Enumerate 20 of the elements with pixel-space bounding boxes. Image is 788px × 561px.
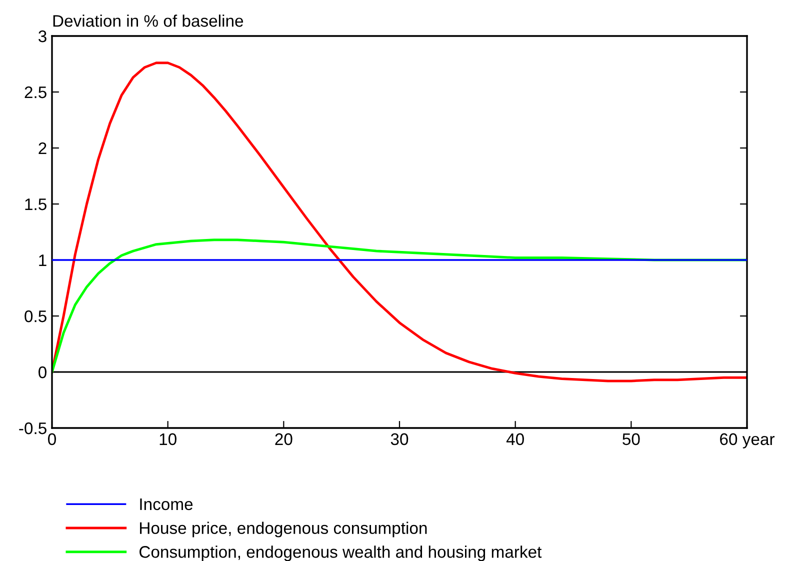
line-series <box>52 62 747 382</box>
legend-label: Income <box>140 498 193 510</box>
x-tick-label: 20 <box>275 433 292 446</box>
y-tick-label: 1 <box>39 254 46 266</box>
legend-label: House price, endogenous consumption <box>140 522 427 538</box>
x-tick-label: 30 <box>390 433 408 446</box>
x-tick-label: 40 <box>506 433 524 446</box>
x-tick-label: 10 <box>160 433 176 446</box>
y-tick-label: 0.5 <box>24 310 46 322</box>
y-tick-label: 3 <box>38 30 46 42</box>
y-tick-label: 2 <box>38 142 46 154</box>
y-tick-label: 0 <box>38 366 46 378</box>
x-tick-label: 0 <box>48 433 56 446</box>
x-tick-label: 60 year <box>720 433 775 448</box>
y-tick-label: -0.5 <box>19 422 46 434</box>
y-tick-label: 1.5 <box>25 198 46 210</box>
y-tick-label: 2.5 <box>24 86 46 98</box>
legend-label: Consumption, endogenous wealth and housing market <box>140 546 542 561</box>
x-tick-label: 50 <box>622 433 640 446</box>
y-axis-title: Deviation in % of baseline <box>53 14 244 27</box>
